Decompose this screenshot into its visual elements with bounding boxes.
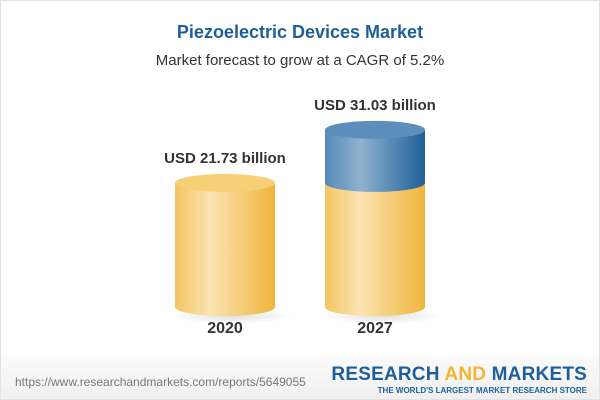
brand-part3: MARKETS (486, 364, 587, 385)
brand-tagline: THE WORLD'S LARGEST MARKET RESEARCH STOR… (377, 386, 587, 395)
brand-logo: RESEARCH AND MARKETS THE WORLD'S LARGEST… (331, 365, 587, 396)
source-url[interactable]: https://www.researchandmarkets.com/repor… (15, 375, 306, 389)
bar-top-2027 (325, 120, 425, 139)
bar-top-2020 (175, 173, 275, 192)
bar-base-2027 (325, 182, 425, 316)
data-label-2027: USD 31.03 billion (314, 97, 436, 114)
data-label-2020: USD 21.73 billion (164, 150, 286, 167)
bar-2020 (175, 182, 275, 316)
chart-subtitle: Market forecast to grow at a CAGR of 5.2… (155, 52, 445, 69)
footer: https://www.researchandmarkets.com/repor… (1, 355, 599, 399)
bar-growth-2027 (325, 129, 425, 192)
brand-part2: AND (444, 364, 487, 385)
brand-part1: RESEARCH (331, 364, 445, 385)
category-label-2020: 2020 (207, 320, 243, 337)
category-label-2027: 2027 (357, 320, 393, 337)
chart-title: Piezoelectric Devices Market (176, 22, 424, 42)
